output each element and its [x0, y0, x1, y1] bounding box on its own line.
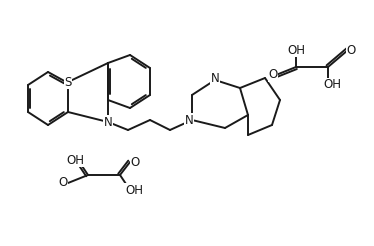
Text: O: O [269, 68, 278, 81]
Text: N: N [104, 116, 112, 128]
Text: N: N [185, 113, 193, 126]
Text: O: O [346, 44, 356, 57]
Text: OH: OH [287, 44, 305, 57]
Text: O: O [131, 155, 140, 169]
Text: OH: OH [125, 184, 143, 197]
Text: OH: OH [323, 78, 341, 92]
Text: N: N [211, 72, 220, 84]
Text: OH: OH [66, 154, 84, 167]
Text: O: O [58, 176, 68, 189]
Text: S: S [64, 76, 72, 89]
